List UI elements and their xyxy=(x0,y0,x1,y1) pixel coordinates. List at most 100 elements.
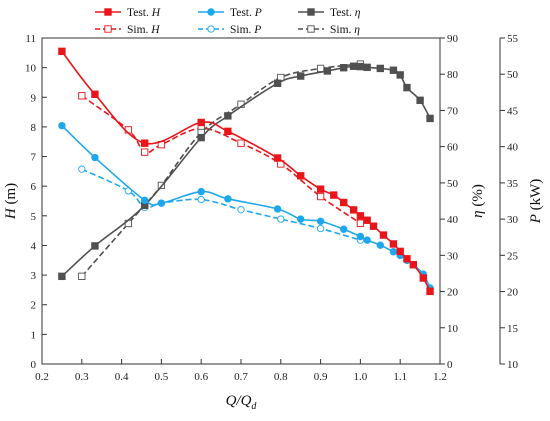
power-tick-label: 50 xyxy=(507,69,519,81)
data-point xyxy=(58,121,66,130)
data-point xyxy=(339,64,348,72)
left-axis-label-unit: (m) xyxy=(3,183,19,208)
legend-item-sim-H: Sim. H xyxy=(95,24,160,36)
left-tick-label: 4 xyxy=(31,240,37,252)
legend-label-var: P xyxy=(254,7,262,19)
x-tick-label: 1.1 xyxy=(393,371,407,383)
power-tick-label: 35 xyxy=(507,178,519,190)
legend-marker xyxy=(307,25,315,33)
power-axis-label-var: P xyxy=(528,214,544,224)
x-tick-label: 1.0 xyxy=(354,371,368,383)
x-tick-label: 0.2 xyxy=(35,371,49,383)
data-point xyxy=(224,112,232,120)
data-point xyxy=(416,96,424,105)
left-tick-label: 11 xyxy=(25,33,36,45)
data-point xyxy=(78,272,86,280)
data-point xyxy=(224,195,232,203)
series-line xyxy=(61,50,431,292)
data-point xyxy=(330,191,338,199)
eta-tick-label: 40 xyxy=(447,214,459,226)
data-point xyxy=(409,261,418,269)
x-axis-label-main: Q/Q xyxy=(226,393,252,409)
data-point xyxy=(316,192,325,201)
legend-marker xyxy=(104,25,112,33)
left-tick-label: 8 xyxy=(31,122,37,134)
data-point xyxy=(237,206,245,214)
eta-axis-label-var: η xyxy=(470,210,486,217)
left-tick-label: 7 xyxy=(31,152,37,164)
power-tick-label: 55 xyxy=(507,33,519,45)
legend-label-prefix: Sim. xyxy=(330,24,354,36)
data-point xyxy=(140,196,149,204)
x-axis-label-sub: d xyxy=(251,401,257,412)
power-axis-ticks: 10 15 20 25 30 35 40 45 50 55 xyxy=(500,33,519,371)
data-point xyxy=(339,198,348,207)
data-point xyxy=(396,247,404,256)
data-point xyxy=(78,92,86,100)
data-point xyxy=(316,217,325,225)
data-point xyxy=(316,64,325,73)
data-point xyxy=(323,67,332,75)
left-tick-label: 1 xyxy=(31,329,37,341)
series-line xyxy=(61,125,431,289)
legend-label-var: H xyxy=(150,24,160,36)
data-point xyxy=(389,248,398,256)
left-axis-label-var: H xyxy=(3,207,19,220)
data-point xyxy=(349,62,358,70)
left-tick-label: 2 xyxy=(31,300,37,312)
eta-tick-label: 30 xyxy=(447,250,459,262)
eta-tick-label: 0 xyxy=(447,359,453,371)
legend-item-sim-eta: Sim. η xyxy=(298,24,360,36)
data-point xyxy=(297,215,305,223)
power-tick-label: 30 xyxy=(507,214,519,226)
data-point xyxy=(273,205,282,213)
legend-item-test-eta: Test. η xyxy=(298,7,361,19)
legend-label-prefix: Test. xyxy=(127,7,152,19)
data-point xyxy=(356,212,365,220)
x-tick-label: 1.2 xyxy=(433,371,447,383)
eta-tick-label: 10 xyxy=(447,323,459,335)
data-point xyxy=(389,240,398,248)
legend-label-prefix: Test. xyxy=(330,7,355,19)
eta-axis-label-unit: (%) xyxy=(470,184,486,210)
data-point xyxy=(277,215,285,223)
x-tick-label: 0.3 xyxy=(75,371,89,383)
eta-tick-label: 80 xyxy=(447,69,459,81)
data-point xyxy=(419,274,427,282)
data-point xyxy=(363,216,371,224)
left-tick-label: 6 xyxy=(31,181,37,193)
left-tick-label: 0 xyxy=(31,359,37,371)
x-tick-label: 0.4 xyxy=(115,371,129,383)
legend-label-prefix: Test. xyxy=(230,7,255,19)
power-tick-label: 40 xyxy=(507,142,519,154)
data-point xyxy=(316,185,325,193)
legend-marker xyxy=(104,8,112,16)
power-tick-label: 10 xyxy=(507,359,519,371)
left-tick-label: 5 xyxy=(31,211,37,223)
legend-label: Test. η xyxy=(330,7,361,19)
data-point xyxy=(356,62,365,71)
legend-marker xyxy=(307,8,315,16)
x-tick-label: 0.8 xyxy=(274,371,288,383)
eta-tick-label: 50 xyxy=(447,178,459,190)
data-point xyxy=(363,63,371,72)
data-point xyxy=(273,154,282,162)
eta-tick-label: 90 xyxy=(447,33,459,45)
data-point xyxy=(224,127,232,136)
data-point xyxy=(339,225,348,233)
power-tick-label: 15 xyxy=(507,323,519,335)
legend-item-sim-P: Sim. P xyxy=(198,24,261,36)
left-tick-label: 9 xyxy=(31,92,37,104)
series-test-H xyxy=(58,47,434,296)
data-point xyxy=(141,148,149,156)
eta-tick-label: 20 xyxy=(447,287,459,299)
data-point xyxy=(273,79,282,87)
series-test-eta xyxy=(58,62,434,281)
data-point xyxy=(58,272,66,281)
data-point xyxy=(237,139,245,147)
x-tick-label: 0.7 xyxy=(234,371,248,383)
legend-item-test-P: Test. P xyxy=(198,7,262,19)
legend-label: Test. H xyxy=(127,7,161,19)
data-point xyxy=(403,255,411,263)
